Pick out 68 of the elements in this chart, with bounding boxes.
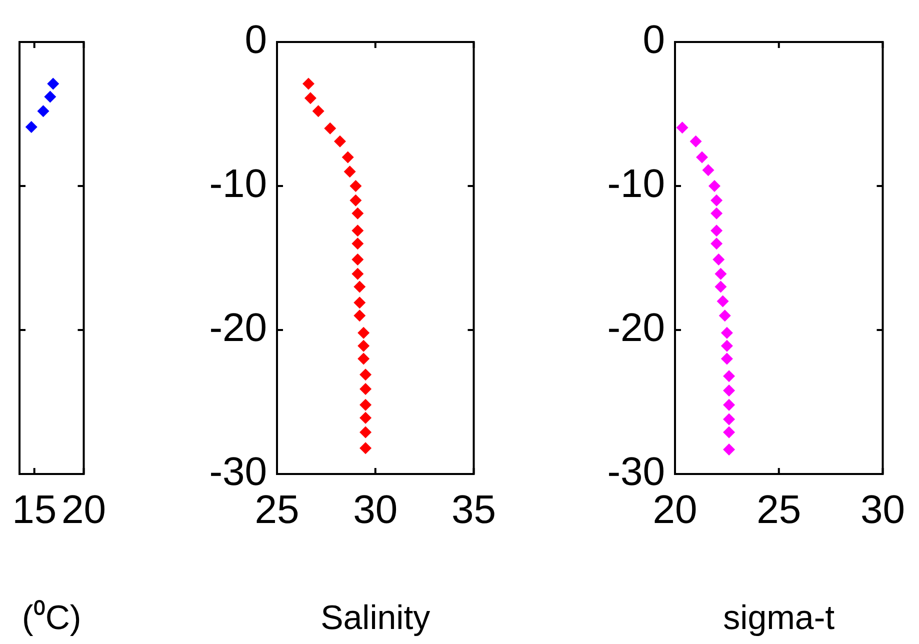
point [718,310,731,322]
point [710,207,723,220]
point [723,384,736,396]
x-tick-label: 20 [62,488,106,532]
y-tick-label: -20 [209,306,267,350]
point [47,78,60,90]
y-tick-label: 0 [244,18,267,62]
point [352,268,364,280]
point [352,224,364,237]
point [710,194,723,206]
point [690,135,702,148]
point [344,166,356,178]
y-tick-label: -10 [607,162,665,206]
point [720,340,733,352]
point [723,398,736,411]
point [350,180,362,192]
point [354,310,366,322]
x-tick-label: 15 [12,488,57,532]
point [37,105,50,118]
point [25,120,38,133]
point [723,370,736,382]
x-tick-label: 25 [756,488,802,532]
point [696,151,708,164]
point [723,413,736,426]
point [360,368,372,381]
x-tick-label: 30 [353,488,398,532]
point [350,194,362,206]
point [712,253,725,266]
point [723,444,736,456]
point [720,352,733,365]
point [714,280,727,293]
point [304,92,316,104]
point [710,238,723,250]
y-tick-label: -10 [209,162,267,206]
point [44,90,56,103]
point [360,442,372,454]
point [360,412,372,424]
point [360,426,372,438]
y-tick-label: 0 [642,18,665,62]
point [360,398,372,411]
point [710,224,723,237]
point [702,164,714,176]
point [708,180,720,192]
point [358,326,370,339]
x-tick-label: 30 [860,488,906,532]
point [358,340,370,352]
point [714,268,727,280]
point [334,135,346,148]
point [302,78,314,90]
point [324,122,336,134]
point [352,207,364,220]
point [312,105,324,118]
point [354,296,366,309]
point [352,238,364,250]
y-tick-label: -20 [607,306,665,350]
point [723,426,736,438]
point [358,352,370,365]
point [720,326,733,339]
x-axis-title: sigma-t [723,598,836,637]
point [354,280,366,293]
point [676,122,688,134]
x-axis-title: Salinity [320,598,430,637]
point [360,383,372,396]
point [352,253,364,266]
x-tick-label: 35 [452,488,496,532]
x-axis-title: (⁰C) [22,598,82,637]
point [342,151,354,164]
point [716,295,729,308]
